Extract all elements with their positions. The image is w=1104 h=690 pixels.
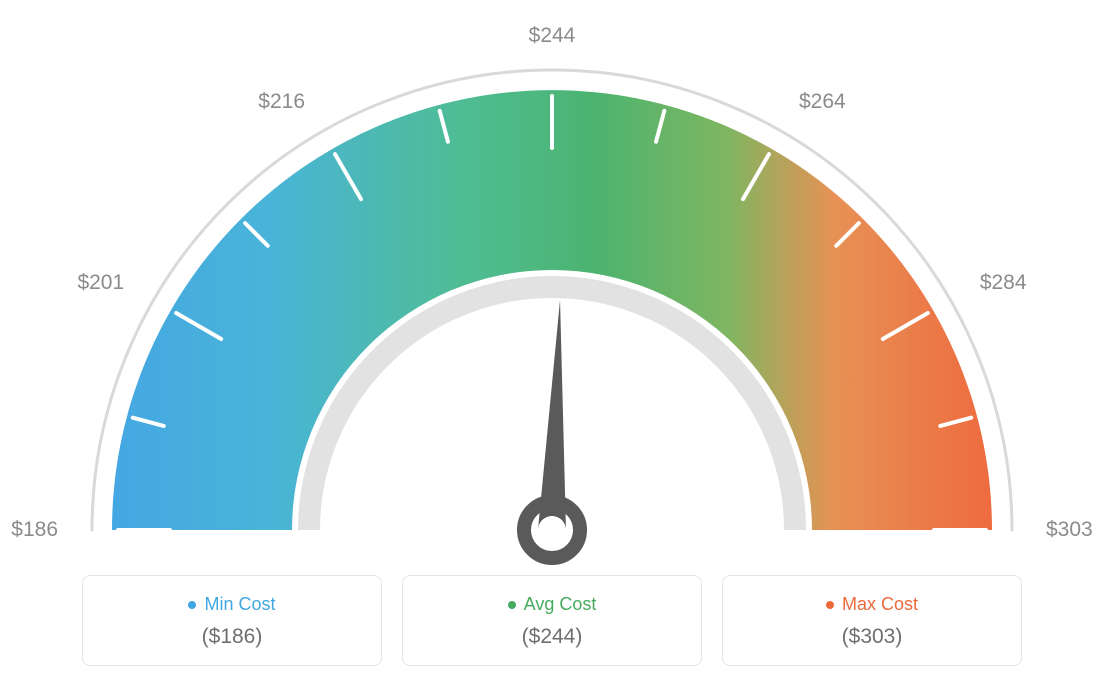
- gauge-tick-label: $303: [1046, 518, 1093, 542]
- gauge-svg: [32, 20, 1072, 580]
- legend-value-max: ($303): [733, 625, 1011, 649]
- gauge-tick-label: $244: [522, 24, 582, 48]
- legend-label-min: Min Cost: [204, 594, 275, 615]
- gauge-tick-label: $201: [64, 271, 124, 295]
- legend-label-avg: Avg Cost: [524, 594, 597, 615]
- legend-card-min: Min Cost ($186): [82, 575, 382, 666]
- gauge-tick-label: $216: [245, 90, 305, 114]
- legend-dot-max: [826, 601, 834, 609]
- gauge-tick-label: $264: [799, 90, 846, 114]
- legend-card-max: Max Cost ($303): [722, 575, 1022, 666]
- legend-card-avg: Avg Cost ($244): [402, 575, 702, 666]
- legend-label-max: Max Cost: [842, 594, 918, 615]
- legend-title-max: Max Cost: [826, 594, 918, 615]
- legend-title-avg: Avg Cost: [508, 594, 597, 615]
- legend-dot-min: [188, 601, 196, 609]
- gauge-tick-label: $284: [980, 271, 1027, 295]
- legend-row: Min Cost ($186) Avg Cost ($244) Max Cost…: [0, 575, 1104, 666]
- legend-title-min: Min Cost: [188, 594, 275, 615]
- gauge-chart: $186 $201 $216 $244 $264 $284 $303: [0, 0, 1104, 560]
- gauge-tick-label: $186: [0, 518, 58, 542]
- legend-value-avg: ($244): [413, 625, 691, 649]
- legend-value-min: ($186): [93, 625, 371, 649]
- legend-dot-avg: [508, 601, 516, 609]
